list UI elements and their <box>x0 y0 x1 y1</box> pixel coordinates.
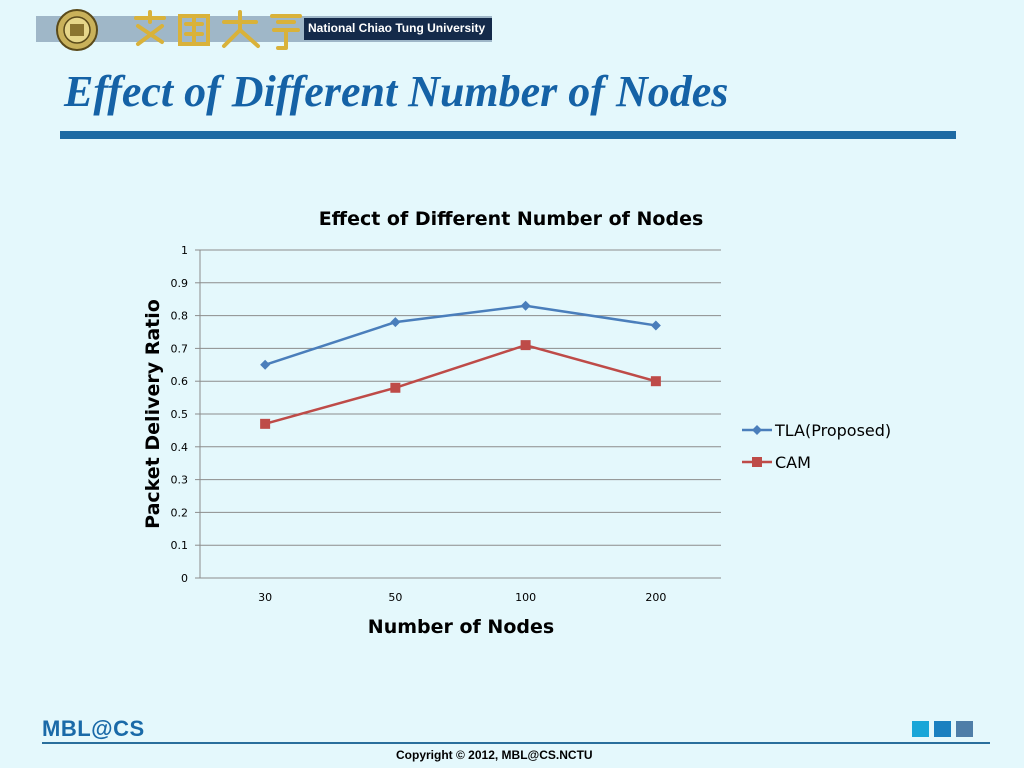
y-tick-label: 0.2 <box>171 506 189 519</box>
footer-logo: MBL@CS <box>42 716 145 741</box>
x-tick-label: 100 <box>515 591 536 604</box>
x-tick-labels: 30 50 100 200 <box>258 591 666 604</box>
data-point <box>520 340 531 351</box>
series-line-2 <box>264 343 657 426</box>
banner-name-plate <box>304 18 492 40</box>
x-tick-label: 50 <box>388 591 402 604</box>
slide-title: Effect of Different Number of Nodes <box>64 67 729 116</box>
series-lines <box>260 300 661 429</box>
y-tick-label: 0.4 <box>171 441 189 454</box>
y-tick-label: 0.5 <box>171 408 189 421</box>
data-point <box>260 418 271 429</box>
university-banner: National Chiao Tung University <box>36 8 492 51</box>
data-point <box>520 300 531 311</box>
legend-label: TLA(Proposed) <box>774 421 891 440</box>
title-underline <box>60 131 956 139</box>
footer-square-3 <box>956 721 973 737</box>
legend-marker <box>752 457 762 467</box>
footer-divider <box>42 742 990 744</box>
legend-marker <box>752 425 762 435</box>
data-point <box>650 376 661 387</box>
footer-square-1 <box>912 721 929 737</box>
y-tick-label: 1 <box>181 244 188 257</box>
y-tick-label: 0.8 <box>171 310 189 323</box>
data-point <box>260 359 271 370</box>
data-point <box>650 320 661 331</box>
copyright-text: Copyright © 2012, MBL@CS.NCTU <box>396 748 593 762</box>
legend-label: CAM <box>775 453 811 472</box>
university-seal-icon <box>56 9 98 51</box>
y-tick-label: 0.3 <box>171 474 189 487</box>
legend: TLA(Proposed) CAM <box>742 421 891 472</box>
calligraphy-logo-icon <box>134 10 302 50</box>
y-tick-label: 0.1 <box>171 539 189 552</box>
x-axis-label: Number of Nodes <box>368 616 554 638</box>
series-line-1 <box>264 304 657 366</box>
x-tick-label: 30 <box>258 591 272 604</box>
y-tick-label: 0.7 <box>171 342 189 355</box>
gridlines <box>195 249 721 579</box>
data-point <box>390 382 401 393</box>
y-axis-label: Packet Delivery Ratio <box>142 299 164 529</box>
y-tick-labels: 0 0.1 0.2 0.3 0.4 0.5 0.6 0.7 0.8 0.9 1 <box>171 244 189 585</box>
chart-title: Effect of Different Number of Nodes <box>319 208 704 230</box>
footer-square-2 <box>934 721 951 737</box>
y-tick-label: 0.9 <box>171 277 189 290</box>
data-point <box>390 317 401 328</box>
y-tick-label: 0 <box>181 572 188 585</box>
y-tick-label: 0.6 <box>171 375 189 388</box>
x-tick-label: 200 <box>645 591 666 604</box>
university-name: National Chiao Tung University <box>308 21 486 35</box>
